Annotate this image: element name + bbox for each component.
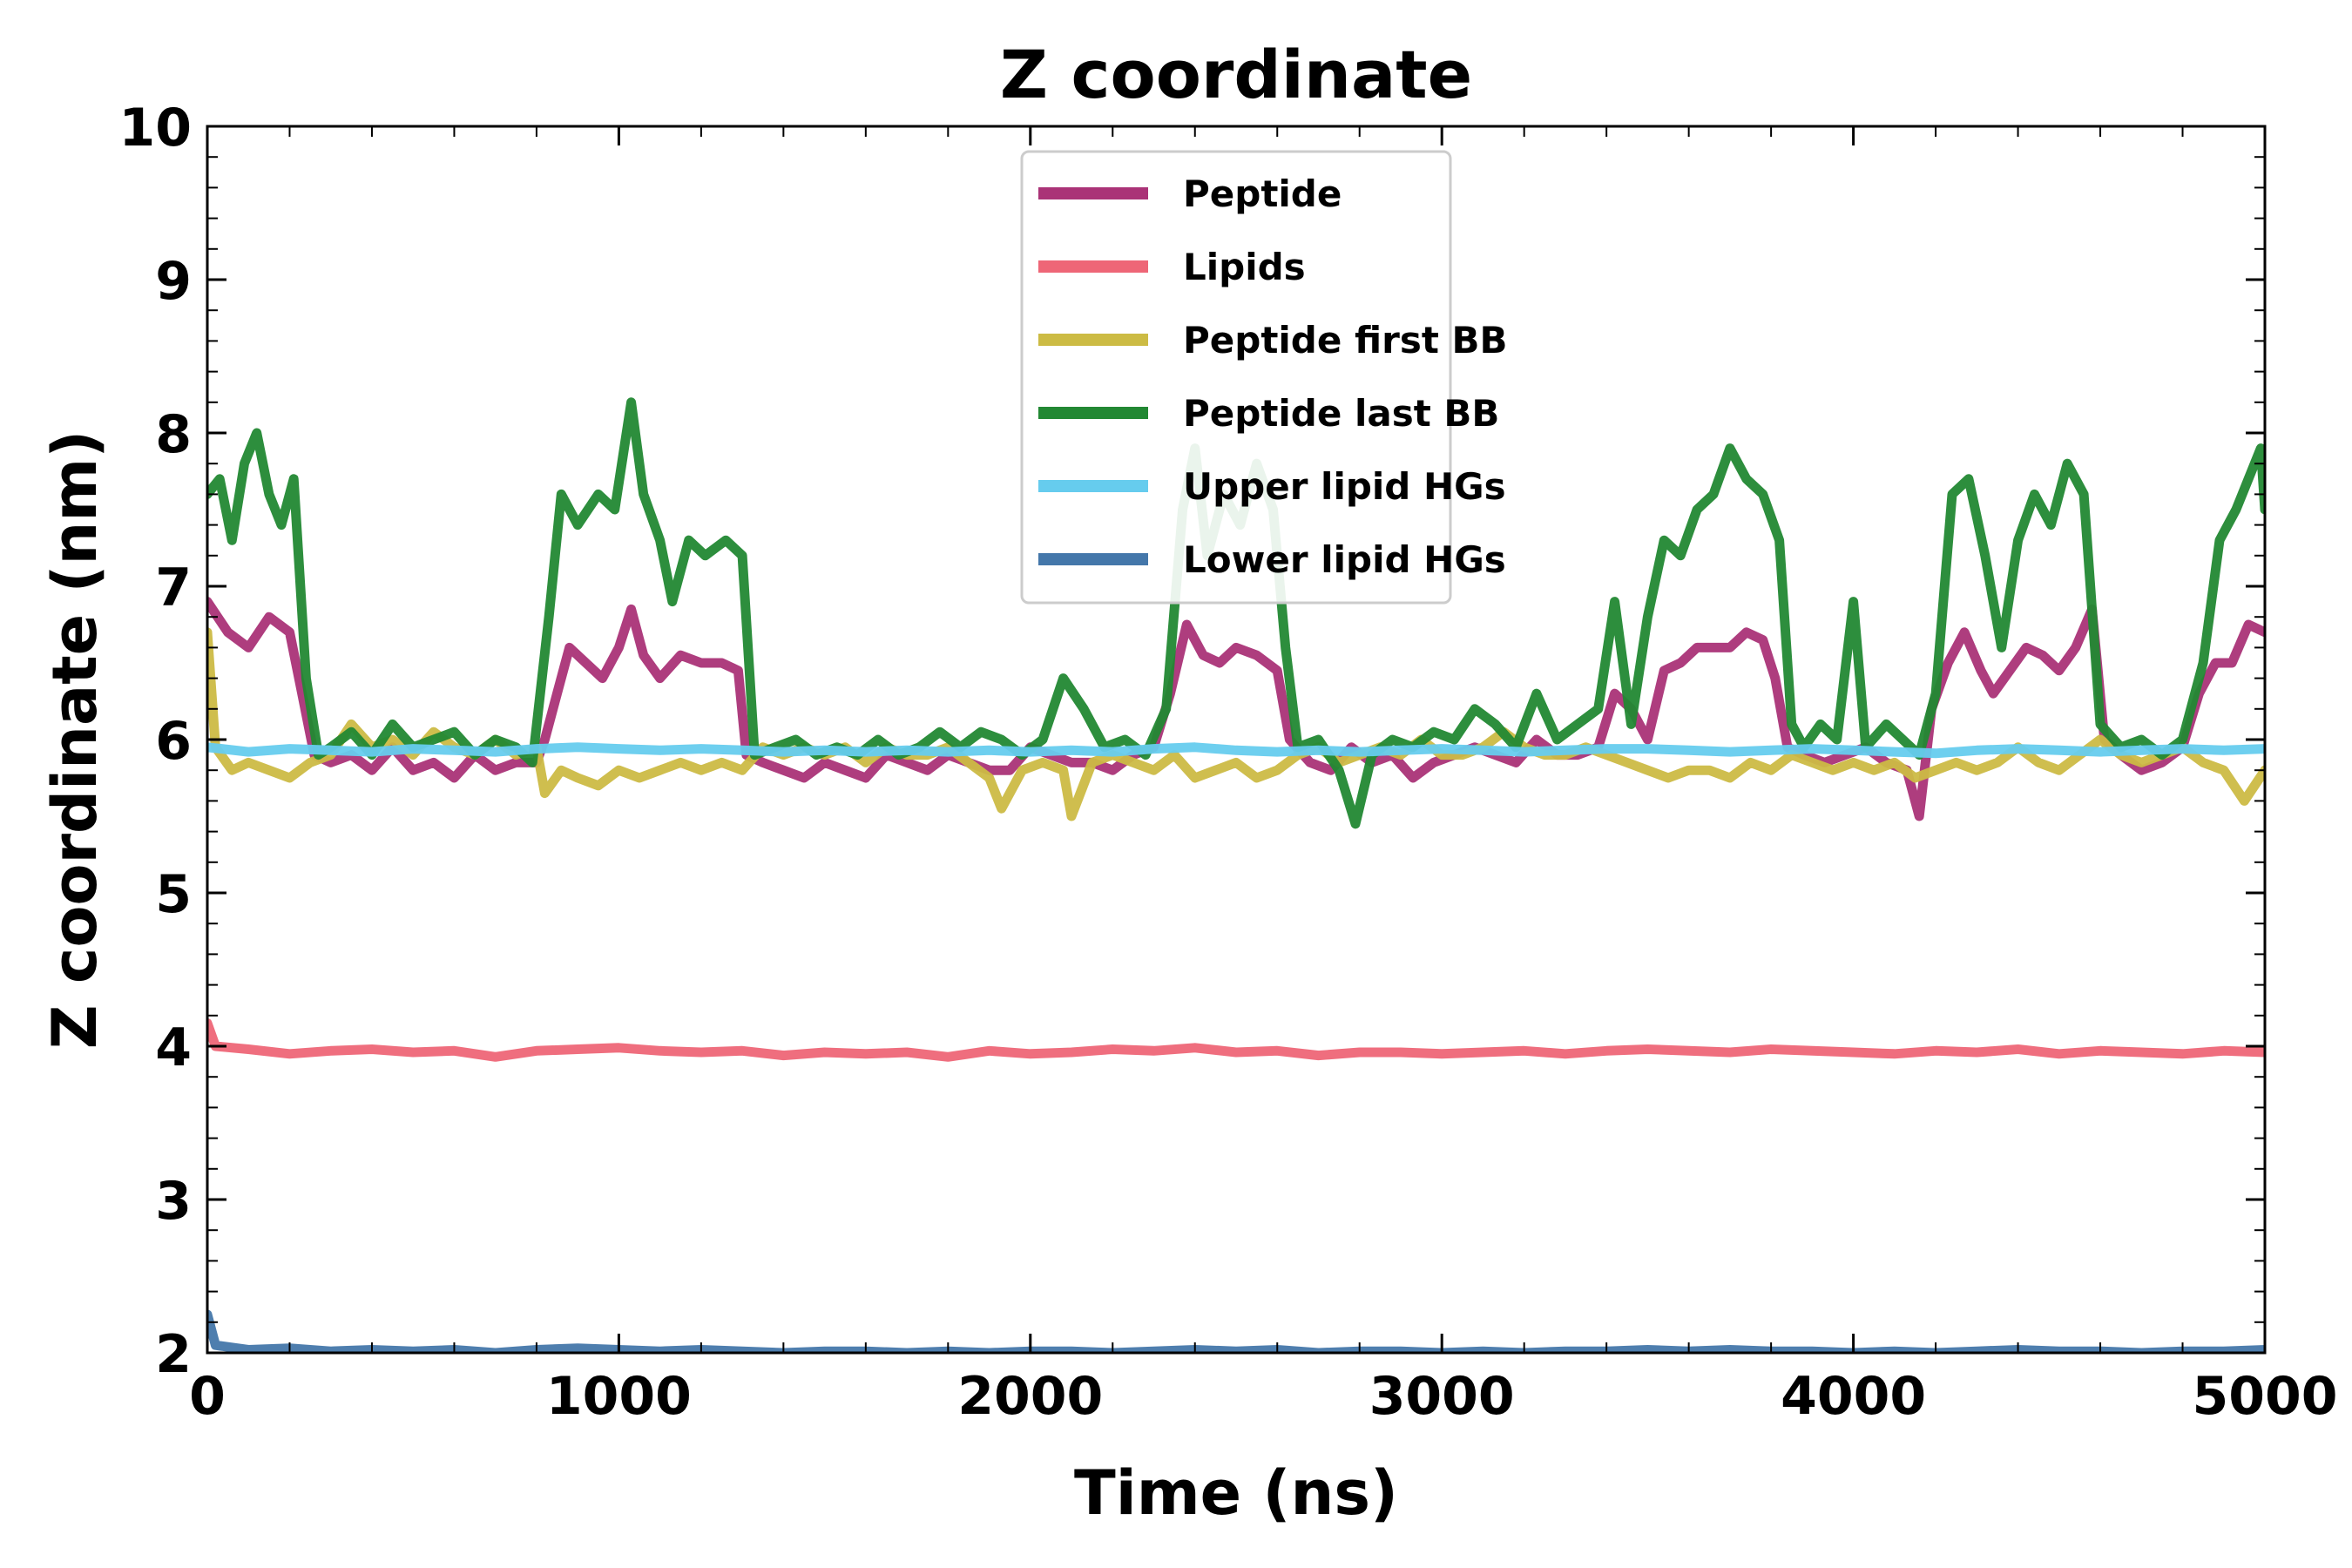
series-line-peptide [207, 597, 2265, 821]
x-axis-label: Time (ns) [1074, 1457, 1398, 1529]
y-axis-label: Z coordinate (nm) [39, 430, 111, 1050]
series-line-lipids [207, 1018, 2265, 1062]
chart-title: Z coordinate [1000, 36, 1472, 113]
x-tick-label: 5000 [2193, 1366, 2338, 1427]
axis-ticks: 0 1000 2000 3000 4000 5000 2 3 4 5 6 7 8 9 10 [119, 98, 2338, 1427]
y-tick-label: 9 [155, 251, 192, 312]
series-line-lower-lipid-hgs [207, 1309, 2265, 1353]
y-tick-label: 2 [155, 1324, 192, 1385]
x-tick-label: 0 [189, 1366, 226, 1427]
series-layer [207, 397, 2265, 1353]
legend-label: Peptide first BB [1183, 319, 1508, 362]
x-tick-label: 3000 [1369, 1366, 1515, 1427]
y-tick-label: 7 [155, 558, 192, 618]
legend-label: Lower lipid HGs [1183, 538, 1506, 581]
y-tick-label: 5 [155, 864, 192, 925]
legend-label: Upper lipid HGs [1183, 465, 1506, 508]
series-line-peptide-first-bb [207, 627, 2265, 821]
legend: Peptide Lipids Peptide first BB Peptide las… [1020, 150, 1508, 605]
series-line-upper-lipid-hgs [207, 742, 2265, 759]
legend-label: Peptide [1183, 172, 1342, 215]
y-tick-label: 3 [155, 1171, 192, 1232]
x-tick-label: 4000 [1781, 1366, 1926, 1427]
legend-box [1020, 150, 1452, 605]
x-tick-label: 1000 [546, 1366, 692, 1427]
x-tick-label: 2000 [957, 1366, 1103, 1427]
y-tick-label: 6 [155, 711, 192, 772]
y-tick-label: 4 [155, 1017, 192, 1078]
y-tick-label: 10 [119, 98, 193, 159]
y-tick-label: 8 [155, 404, 192, 465]
legend-label: Peptide last BB [1183, 392, 1499, 435]
legend-label: Lipids [1183, 246, 1306, 288]
